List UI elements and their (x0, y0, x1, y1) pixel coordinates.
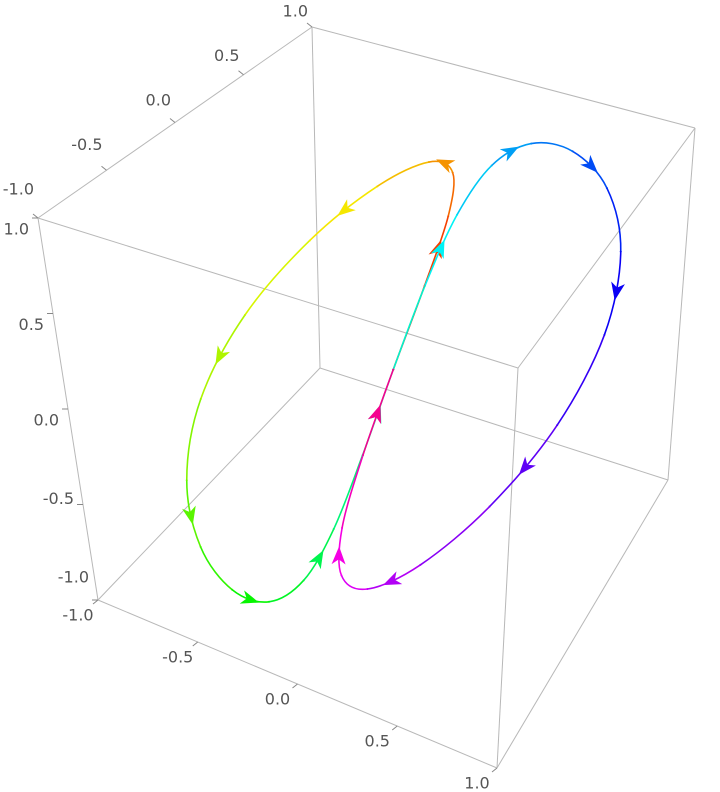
x-tick (92, 599, 99, 605)
curve-point (530, 142, 533, 145)
x-tick (292, 683, 298, 689)
curve-point (427, 161, 430, 164)
x-tick-label: -1.0 (62, 606, 93, 625)
curve-point (268, 600, 271, 603)
arrow (611, 281, 625, 301)
curve-point (302, 579, 305, 582)
curve-point (556, 424, 559, 427)
box-edge (37, 217, 519, 369)
curve-point (456, 213, 459, 216)
curve-segment (332, 455, 364, 530)
arrow (580, 154, 598, 173)
y-tick-label: -1.0 (3, 180, 34, 199)
box-edge (496, 479, 669, 769)
arrow (436, 159, 456, 174)
arrow (499, 146, 519, 162)
y-tick (238, 70, 244, 76)
curve-point (199, 545, 202, 548)
curve-point (341, 526, 344, 529)
x-tick (192, 641, 199, 647)
curve-segment (447, 172, 455, 217)
curve-point (619, 250, 622, 253)
curve-segment (244, 239, 311, 316)
curve-point (243, 313, 246, 316)
curve-point (231, 588, 234, 591)
curve-point (199, 398, 202, 401)
x-tick (391, 725, 398, 731)
curve-segment (376, 161, 430, 188)
curve-point (308, 239, 311, 242)
curve-point (424, 284, 427, 287)
curve-point (447, 215, 450, 218)
curve-point (451, 171, 454, 174)
box-edge (319, 367, 669, 481)
box-edge (97, 367, 321, 601)
arrow (215, 345, 231, 365)
box-edge (496, 367, 519, 769)
arrow (239, 590, 260, 604)
arrow (182, 505, 196, 525)
curve-point (185, 479, 188, 482)
curve-segment (392, 285, 426, 370)
arrow (518, 456, 536, 475)
curve-segment (606, 187, 622, 252)
curve-segment (556, 334, 606, 426)
box-edge (517, 127, 696, 369)
curve-segment (341, 455, 364, 529)
curve-point (605, 187, 608, 190)
curve-segment (572, 150, 608, 189)
curve-point (571, 150, 574, 153)
z-tick-label: 0.5 (19, 315, 44, 334)
x-tick (491, 767, 498, 773)
curve-point (488, 505, 491, 508)
arrow (367, 404, 381, 425)
curve-segment (185, 398, 202, 481)
x-tick-label: 0.0 (265, 690, 290, 709)
y-tick-label: 0.0 (146, 91, 171, 110)
y-tick (101, 165, 107, 171)
z-tick-label: 0.0 (34, 411, 59, 430)
curve-point (376, 185, 379, 188)
box-edge (311, 26, 321, 369)
x-tick-label: 1.0 (464, 774, 489, 792)
curve-point (361, 454, 364, 457)
x-tick-label: 0.5 (365, 732, 390, 751)
curve-segment (531, 141, 573, 152)
curve-segment (268, 579, 305, 603)
box-edge (311, 26, 696, 129)
arrow (382, 571, 403, 586)
y-tick-label: -0.5 (71, 135, 102, 154)
curve-segment (456, 164, 493, 216)
curve-point (332, 528, 335, 531)
z-tick-label: -1.0 (58, 568, 89, 587)
arrow (308, 550, 324, 570)
y-tick-label: 0.5 (214, 46, 239, 65)
arrow (337, 199, 356, 216)
z-tick-label: 1.0 (4, 220, 29, 239)
curve-segment (199, 546, 233, 591)
curve-point (392, 368, 395, 371)
curve-point (490, 164, 493, 167)
curve-point (366, 588, 369, 591)
y-tick (169, 118, 176, 123)
curve-point (340, 574, 343, 577)
z-tick-label: -0.5 (43, 489, 74, 508)
y-tick (32, 213, 39, 219)
arrow (331, 546, 346, 565)
box-edge (667, 127, 696, 481)
curve-point (603, 333, 606, 336)
y-tick-label: 1.0 (283, 2, 308, 21)
curve-segment (340, 575, 368, 591)
curve-point (419, 563, 422, 566)
x-tick-label: -0.5 (162, 648, 193, 667)
arrow (430, 239, 445, 259)
y-tick (306, 22, 313, 28)
curve-segment (419, 505, 491, 566)
